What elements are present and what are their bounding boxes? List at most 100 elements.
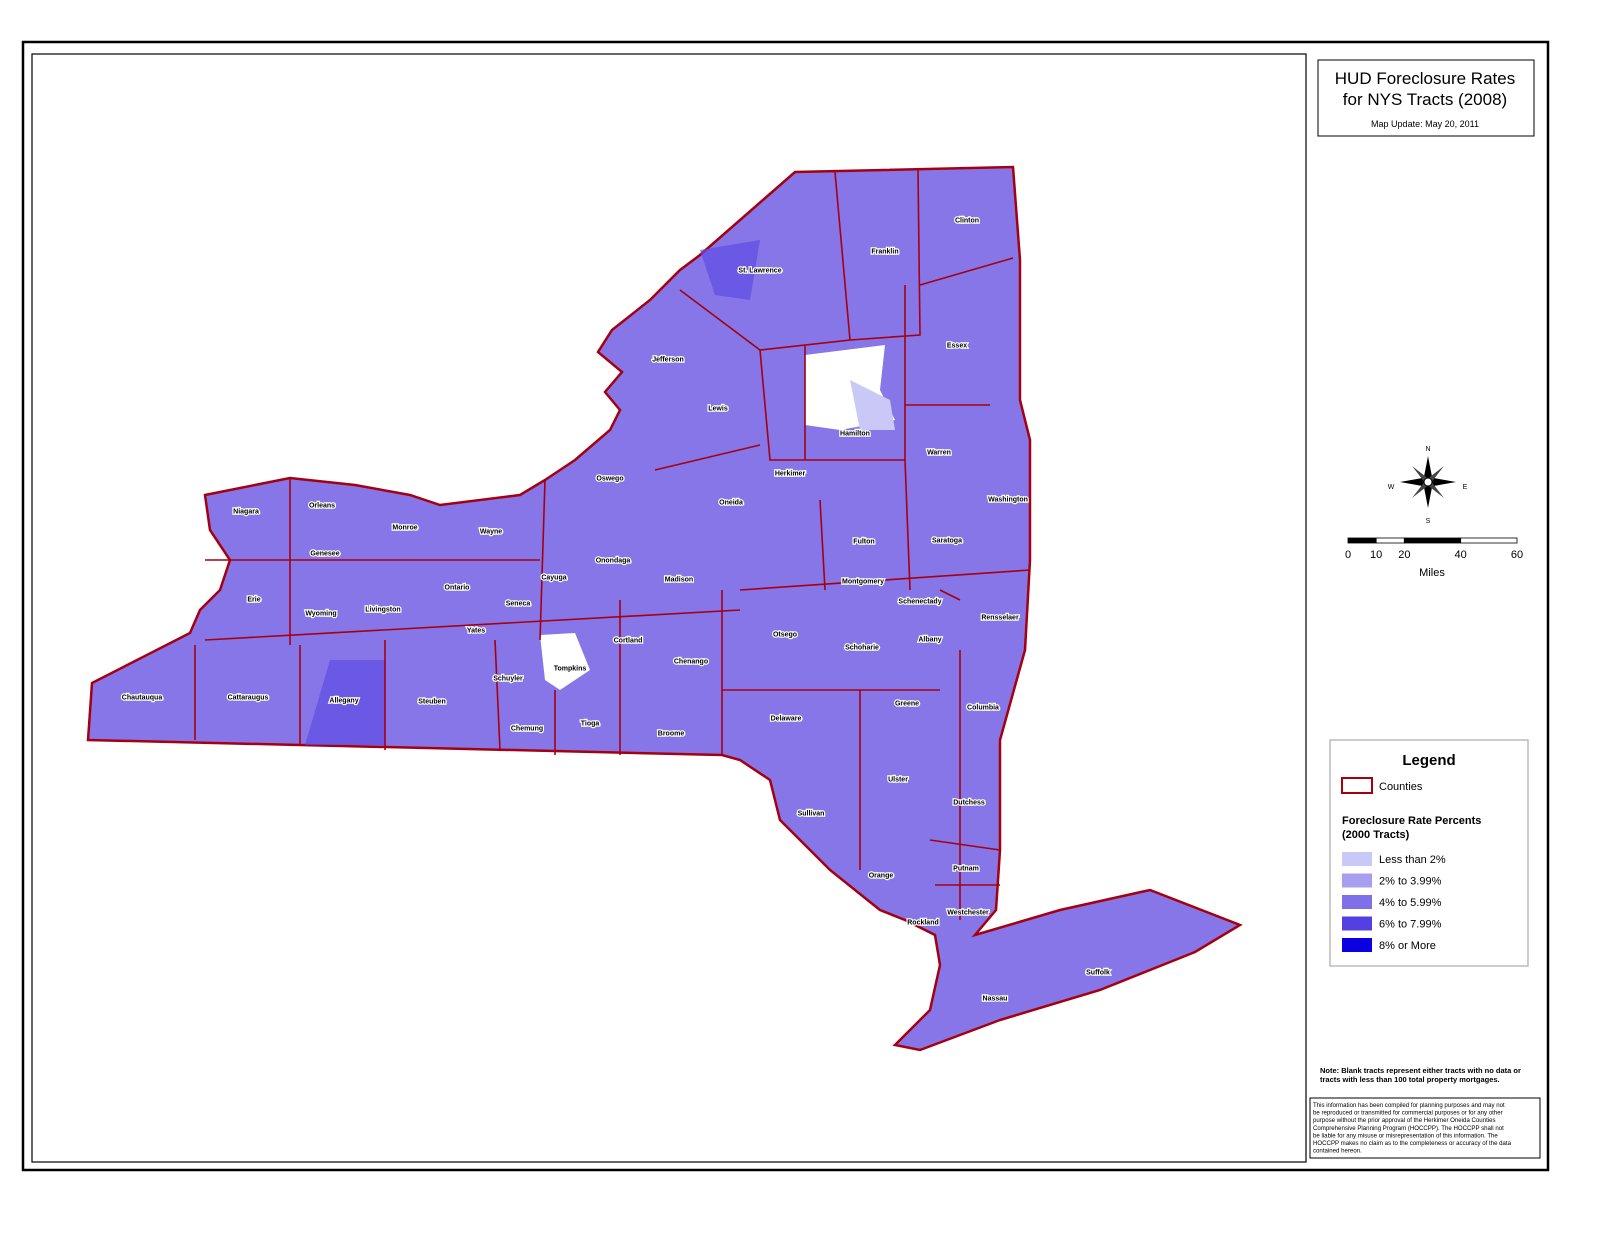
legend-swatch <box>1342 895 1372 909</box>
county-label: St. Lawrence <box>738 268 781 275</box>
state-map <box>86 165 1243 1052</box>
scale-unit: Miles <box>1419 567 1445 579</box>
county-label: Yates <box>467 628 485 635</box>
legend-swatch <box>1342 916 1372 931</box>
county-label: Erie <box>247 597 260 604</box>
scale-tick-label: 20 <box>1398 549 1410 561</box>
legend-items: Less than 2% 2% to 3.99% 4% to 5.99% 6% to … <box>1342 852 1446 952</box>
outer-frame <box>21 40 1550 1172</box>
county-label: Lewis <box>708 406 728 413</box>
scale-tick-label: 10 <box>1370 549 1382 561</box>
county-label: Sullivan <box>798 811 825 818</box>
county-label: Columbia <box>967 705 999 712</box>
state-shape <box>86 165 1243 1052</box>
legend-label: 4% to 5.99% <box>1379 897 1442 909</box>
disclaimer-line: This information has been compiled for p… <box>1313 1102 1505 1109</box>
legend-swatch <box>1342 873 1372 888</box>
blank-tracts <box>540 633 590 690</box>
county-label: Oswego <box>596 476 623 483</box>
county-label: Steuben <box>418 699 446 706</box>
county-label: Suffolk <box>1086 970 1110 977</box>
county-lines <box>194 169 1031 920</box>
low-tracts <box>850 380 895 430</box>
county-label: Putnam <box>953 866 979 873</box>
county-label: Fulton <box>853 539 874 546</box>
map-update: Map Update: May 20, 2011 <box>1371 119 1479 129</box>
compass-n: N <box>1425 446 1430 453</box>
county-label: Greene <box>895 701 919 708</box>
county-label: Seneca <box>506 601 531 608</box>
scale-tick-label: 60 <box>1511 549 1523 561</box>
county-label: Herkimer <box>775 471 806 478</box>
county-label: Warren <box>927 450 951 457</box>
county-label: Schenectady <box>898 599 941 606</box>
county-label: Essex <box>947 343 967 350</box>
scale-tick-label: 0 <box>1345 549 1351 561</box>
county-label: Cortland <box>614 638 643 645</box>
county-label: Jefferson <box>652 357 684 364</box>
county-label: Ulster <box>888 777 908 784</box>
compass-s: S <box>1426 518 1431 525</box>
legend-label: Counties <box>1379 781 1423 793</box>
compass-w: W <box>1388 484 1395 491</box>
legend-label: 8% or More <box>1379 940 1436 952</box>
county-label: Montgomery <box>842 579 884 586</box>
disclaimer: This information has been compiled for p… <box>1313 1102 1512 1155</box>
legend-label: 2% to 3.99% <box>1379 876 1442 888</box>
county-label: Tioga <box>581 721 600 728</box>
county-label: Cattaraugus <box>228 695 269 702</box>
disclaimer-line: be reproduced or transmitted for commerc… <box>1313 1110 1503 1117</box>
legend-swatch <box>1341 777 1373 794</box>
county-label: Ontario <box>445 585 470 592</box>
county-label: Nassau <box>983 996 1008 1003</box>
county-label: Niagara <box>233 509 259 516</box>
scale-tick-label: 40 <box>1455 549 1467 561</box>
legend-section-title: Foreclosure Rate Percents <box>1342 815 1481 827</box>
disclaimer-line: purpose without the prior approval of th… <box>1313 1117 1496 1124</box>
legend-swatch <box>1342 938 1372 952</box>
county-label: Madison <box>665 577 693 584</box>
disclaimer-line: be liable for any misuse or misrepresent… <box>1313 1132 1498 1139</box>
county-label: Wayne <box>480 529 502 536</box>
county-label: Livingston <box>365 607 400 614</box>
county-label: Orange <box>869 873 894 880</box>
county-label: Saratoga <box>932 538 962 545</box>
scale-bar: 0 10 20 40 60 <box>1345 537 1523 561</box>
county-label: Otsego <box>773 632 797 639</box>
legend-section-title: (2000 Tracts) <box>1342 829 1410 841</box>
county-label: Broome <box>658 731 685 738</box>
county-label: Chemung <box>511 726 543 733</box>
scale-segment <box>1347 537 1377 544</box>
county-label: Tompkins <box>554 666 587 673</box>
high-tracts <box>305 660 385 745</box>
scale-segment <box>1460 537 1518 544</box>
county-label: Oneida <box>719 500 743 507</box>
county-label: Schoharie <box>845 645 879 652</box>
high-tracts <box>700 240 760 300</box>
county-label: Rockland <box>907 920 939 927</box>
county-label: Washington <box>988 497 1028 504</box>
county-label: Allegany <box>329 698 358 705</box>
county-label: Franklin <box>871 249 898 256</box>
legend-label: 6% to 7.99% <box>1379 919 1442 931</box>
compass-e: E <box>1463 484 1468 491</box>
disclaimer-line: Comprehensive Planning Program (HOCCPP).… <box>1313 1125 1504 1132</box>
legend-label: Less than 2% <box>1379 854 1446 866</box>
legend-title: Legend <box>1402 752 1455 769</box>
county-label: Clinton <box>955 218 979 225</box>
county-label: Dutchess <box>953 800 985 807</box>
county-label: Chenango <box>674 659 708 666</box>
scale-segment <box>1403 537 1462 544</box>
county-label: Onondaga <box>596 558 631 565</box>
county-label: Orleans <box>309 503 335 510</box>
county-labels: St. Lawrence Franklin Clinton Jefferson Esse… <box>121 216 1112 1004</box>
county-label: Cayuga <box>541 575 566 582</box>
disclaimer-line: HOCCPP makes no claim as to the complete… <box>1313 1140 1512 1147</box>
county-label: Rensselaer <box>981 615 1019 622</box>
county-label: Schuyler <box>493 676 523 683</box>
county-label: Monroe <box>392 525 417 532</box>
scale-segment <box>1375 537 1405 544</box>
legend-swatch <box>1342 852 1372 866</box>
county-label: Wyoming <box>305 611 336 618</box>
